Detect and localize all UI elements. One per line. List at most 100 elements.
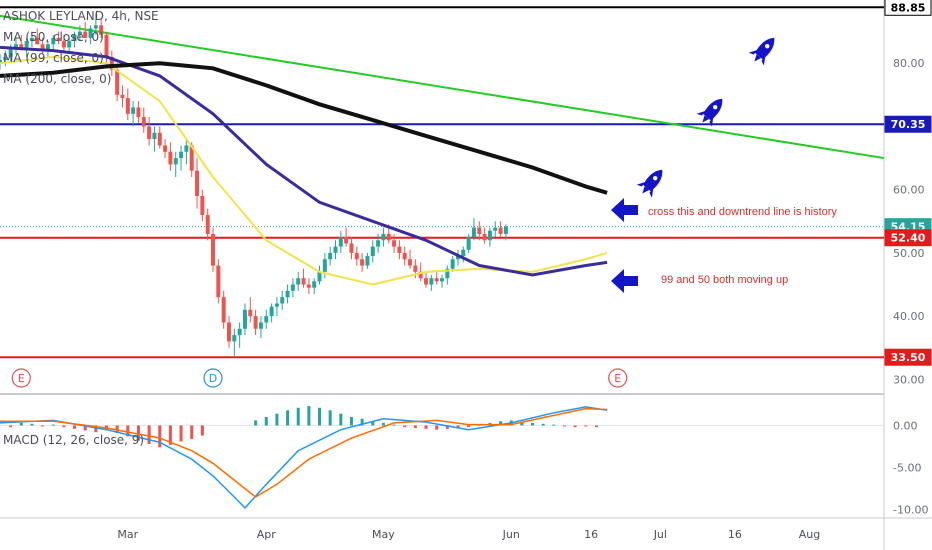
symbol-title[interactable]: ASHOK LEYLAND, 4h, NSE <box>3 9 159 23</box>
event-marker[interactable]: E <box>11 368 31 388</box>
candle[interactable] <box>125 88 130 121</box>
price-pane[interactable] <box>0 0 884 392</box>
candle[interactable] <box>424 271 429 288</box>
macd-label[interactable]: MACD (12, 26, close, 9) <box>3 433 144 447</box>
legend-ma99[interactable]: MA (99, close, 0) <box>3 51 104 65</box>
candle[interactable] <box>72 31 77 48</box>
legend-ma200[interactable]: MA (200, close, 0) <box>3 72 111 86</box>
macd-line[interactable] <box>0 406 608 509</box>
candle[interactable] <box>83 22 88 38</box>
candle[interactable] <box>381 227 386 247</box>
candle[interactable] <box>290 278 295 298</box>
candle[interactable] <box>136 101 141 124</box>
candle[interactable] <box>184 139 189 165</box>
candle[interactable] <box>242 303 247 336</box>
candle[interactable] <box>258 316 263 339</box>
candle[interactable] <box>173 151 178 178</box>
candle[interactable] <box>306 278 311 294</box>
candle[interactable] <box>285 284 290 304</box>
candle[interactable] <box>296 271 301 291</box>
candle[interactable] <box>61 34 66 51</box>
candle[interactable] <box>269 303 274 323</box>
legend-ma50[interactable]: MA (50, close, 0) <box>3 30 104 44</box>
candle[interactable] <box>88 25 93 45</box>
ma200-line[interactable] <box>0 61 608 195</box>
macd-pane[interactable] <box>0 396 884 518</box>
candle[interactable] <box>200 189 205 222</box>
candle[interactable] <box>168 142 173 171</box>
candle[interactable] <box>429 275 434 291</box>
candle[interactable] <box>221 290 226 329</box>
candle[interactable] <box>0 53 2 70</box>
candle[interactable] <box>338 230 343 253</box>
candle[interactable] <box>493 221 498 238</box>
candle[interactable] <box>418 262 423 282</box>
candle[interactable] <box>461 246 466 263</box>
candle[interactable] <box>392 233 397 253</box>
candle[interactable] <box>376 233 381 253</box>
candle[interactable] <box>280 290 285 310</box>
price-badge[interactable]: 70.35 <box>884 115 932 133</box>
candle[interactable] <box>237 322 242 348</box>
candle[interactable] <box>487 227 492 247</box>
candle[interactable] <box>440 275 444 288</box>
candle[interactable] <box>205 208 210 241</box>
candle[interactable] <box>354 246 359 266</box>
candle[interactable] <box>333 240 338 260</box>
candle[interactable] <box>253 309 258 336</box>
candle[interactable] <box>349 237 354 260</box>
candle[interactable] <box>264 309 269 329</box>
candle[interactable] <box>141 107 146 133</box>
candle[interactable] <box>195 158 200 209</box>
candle[interactable] <box>152 126 157 152</box>
candle[interactable] <box>445 265 450 285</box>
candle[interactable] <box>232 328 237 358</box>
candle[interactable] <box>13 37 18 54</box>
candle[interactable] <box>3 50 8 67</box>
candle[interactable] <box>466 233 471 253</box>
candle[interactable] <box>434 271 439 285</box>
candle[interactable] <box>370 240 375 263</box>
candle[interactable] <box>29 31 34 48</box>
candle[interactable] <box>51 34 56 51</box>
ma99-line[interactable] <box>0 45 608 277</box>
candle[interactable] <box>455 249 460 266</box>
downtrend-line[interactable] <box>0 14 885 160</box>
candle[interactable] <box>482 227 487 244</box>
candle[interactable] <box>93 12 98 35</box>
candle[interactable] <box>99 18 104 38</box>
price-badge[interactable]: 88.85 <box>884 0 932 16</box>
candle[interactable] <box>211 227 216 272</box>
candle[interactable] <box>397 240 402 260</box>
candle[interactable] <box>365 252 370 269</box>
price-badge[interactable]: 52.40 <box>884 229 932 247</box>
candle[interactable] <box>503 224 508 241</box>
candle[interactable] <box>77 25 82 42</box>
candle[interactable] <box>248 297 253 323</box>
event-marker[interactable]: E <box>608 368 628 388</box>
price-scale[interactable] <box>884 0 932 518</box>
candle[interactable] <box>226 316 231 348</box>
event-marker[interactable]: D <box>203 368 223 388</box>
candle[interactable] <box>450 256 455 272</box>
candle[interactable] <box>157 126 162 149</box>
candle[interactable] <box>56 31 61 45</box>
candle[interactable] <box>24 37 29 57</box>
candle[interactable] <box>147 116 152 146</box>
candle[interactable] <box>35 28 40 45</box>
price-badge[interactable]: 33.50 <box>884 348 932 366</box>
candle[interactable] <box>328 246 333 266</box>
candle[interactable] <box>163 139 168 159</box>
ma50-line[interactable] <box>0 55 608 286</box>
candle[interactable] <box>402 246 407 266</box>
candle[interactable] <box>115 63 120 102</box>
candle[interactable] <box>312 278 317 294</box>
candle[interactable] <box>120 85 125 108</box>
candle[interactable] <box>471 218 476 241</box>
candle[interactable] <box>216 259 221 304</box>
candle[interactable] <box>477 221 482 241</box>
candle[interactable] <box>131 101 136 127</box>
candle[interactable] <box>179 145 184 171</box>
candle[interactable] <box>274 297 279 317</box>
